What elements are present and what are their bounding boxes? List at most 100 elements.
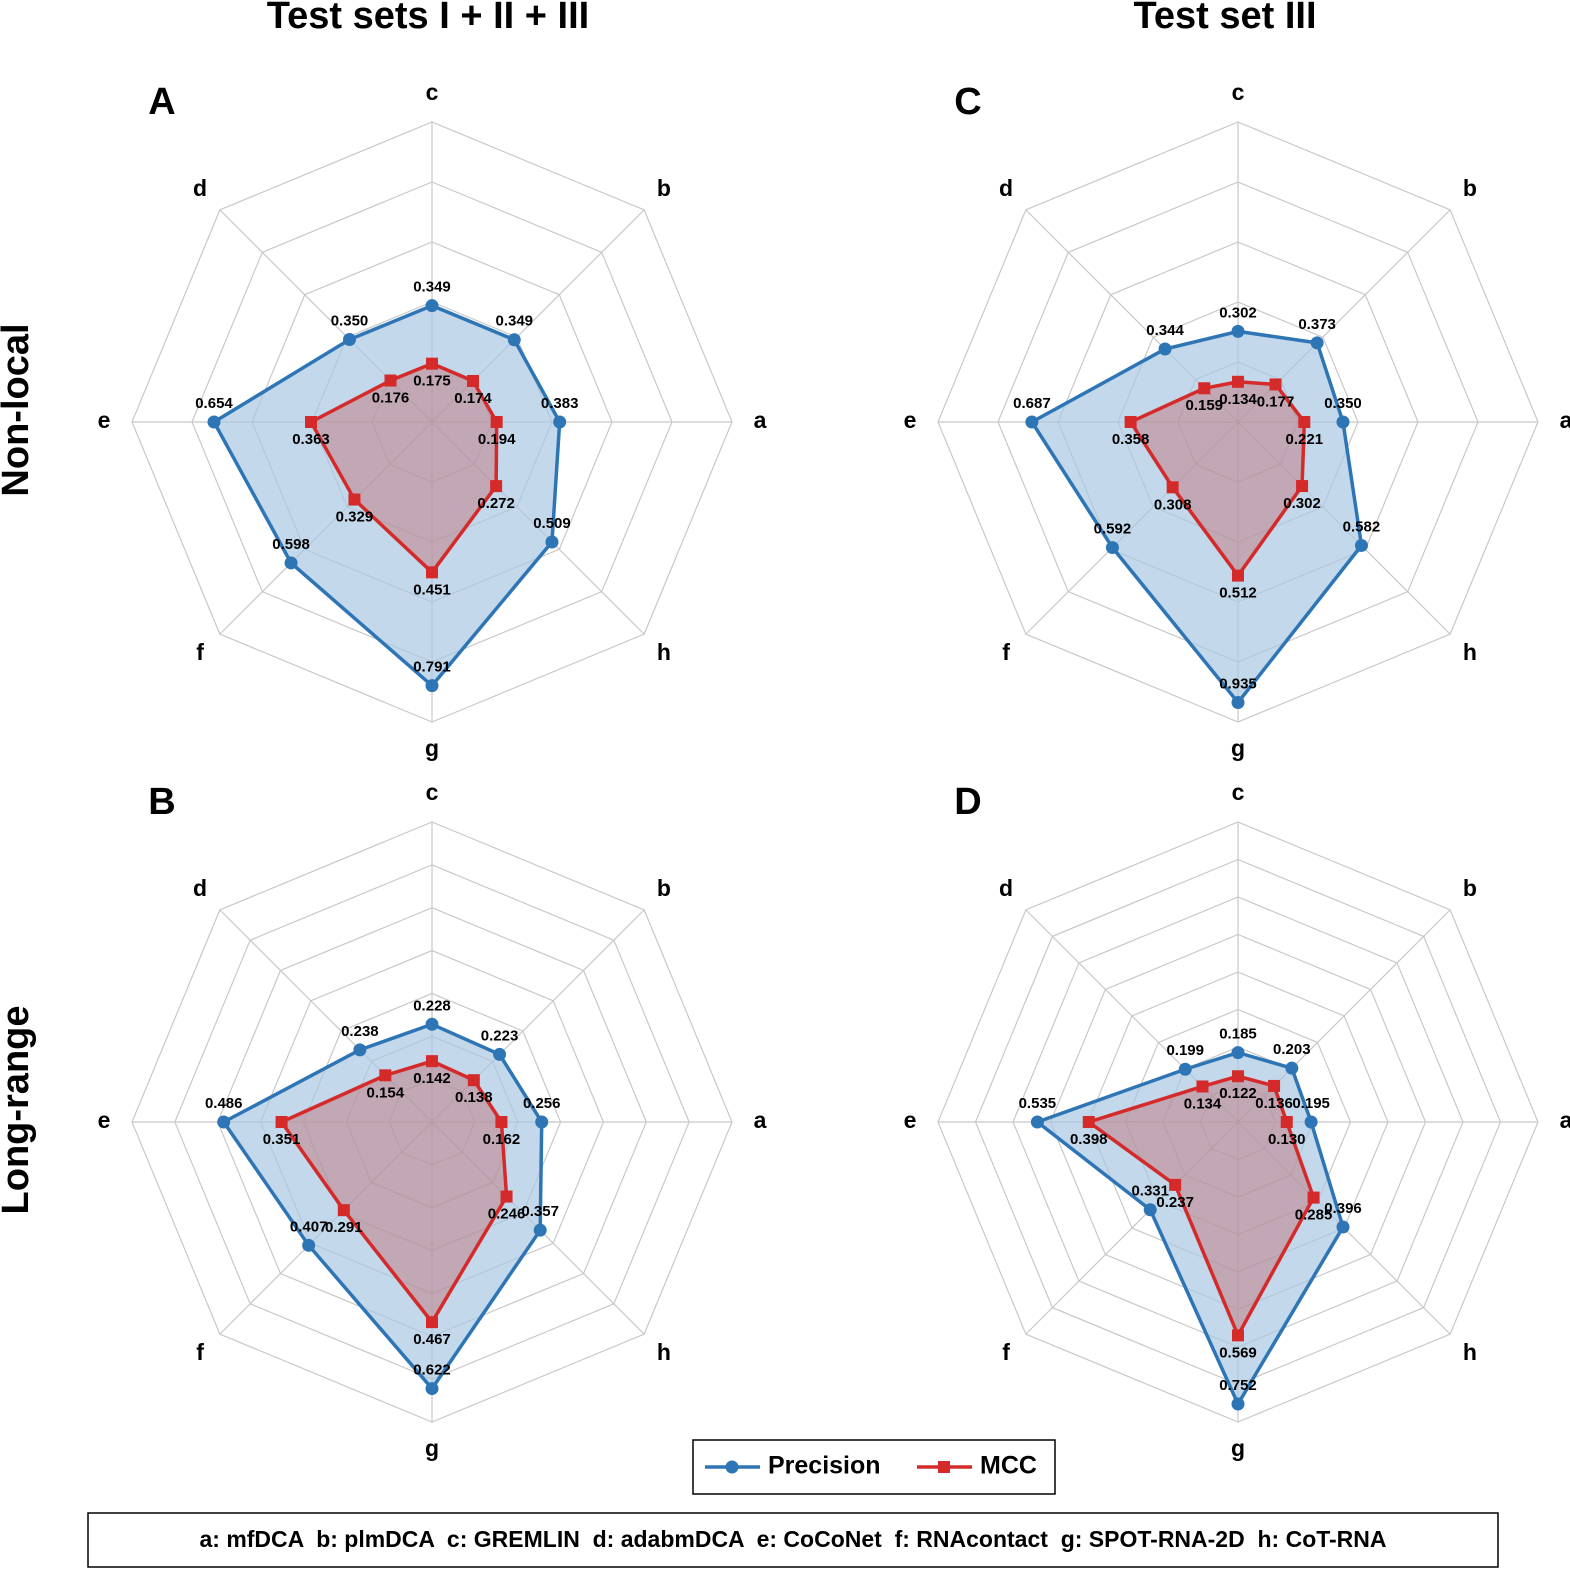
precision-marker xyxy=(1030,1115,1044,1129)
precision-marker xyxy=(425,1017,439,1031)
category-label: h xyxy=(657,639,671,665)
mcc-marker xyxy=(1269,378,1282,391)
precision-marker xyxy=(1158,342,1172,356)
column-title: Test sets I + II + III xyxy=(267,0,589,37)
value-label: 0.194 xyxy=(478,431,516,448)
mcc-marker xyxy=(275,1116,288,1128)
value-label: 0.791 xyxy=(413,659,451,676)
mcc-marker xyxy=(1166,481,1179,494)
mcc-marker xyxy=(426,1055,438,1068)
value-label: 0.451 xyxy=(413,581,451,598)
precision-marker xyxy=(217,1115,231,1129)
mcc-marker xyxy=(1296,480,1309,493)
row-label: Non-local xyxy=(0,323,37,496)
value-label: 0.569 xyxy=(1219,1344,1257,1361)
value-label: 0.329 xyxy=(336,509,374,526)
mcc-marker xyxy=(426,1316,438,1329)
category-label: b xyxy=(1463,875,1477,901)
value-label: 0.331 xyxy=(1131,1183,1169,1200)
legend-label: MCC xyxy=(980,1452,1037,1480)
precision-marker xyxy=(1336,415,1350,429)
category-label: f xyxy=(196,1339,204,1365)
mcc-marker xyxy=(305,416,317,428)
precision-marker xyxy=(553,415,567,429)
value-label: 0.302 xyxy=(1283,495,1321,512)
precision-marker xyxy=(1336,1220,1350,1234)
value-label: 0.350 xyxy=(331,312,369,329)
panel-label: B xyxy=(148,781,175,823)
precision-marker xyxy=(343,333,357,347)
row-label: Long-range xyxy=(0,1006,37,1215)
precision-marker xyxy=(1231,1397,1245,1411)
precision-marker xyxy=(207,415,221,429)
category-label: d xyxy=(193,175,207,201)
precision-marker xyxy=(425,679,439,693)
category-label: c xyxy=(1232,779,1245,805)
mcc-marker xyxy=(1082,1116,1095,1128)
mcc-marker xyxy=(1232,569,1244,582)
value-label: 0.203 xyxy=(1273,1041,1311,1058)
category-label: f xyxy=(196,639,204,665)
mcc-marker xyxy=(1196,1080,1209,1093)
panel-label: D xyxy=(954,781,981,823)
value-label: 0.512 xyxy=(1219,585,1257,602)
value-label: 0.134 xyxy=(1219,391,1257,408)
category-label: a xyxy=(1560,1107,1570,1133)
value-label: 0.598 xyxy=(272,536,310,553)
value-label: 0.344 xyxy=(1146,322,1184,339)
value-label: 0.122 xyxy=(1219,1085,1257,1102)
value-label: 0.237 xyxy=(1156,1194,1194,1211)
category-label: c xyxy=(1232,79,1245,105)
value-label: 0.396 xyxy=(1324,1200,1362,1217)
value-label: 0.134 xyxy=(1184,1095,1222,1112)
value-label: 0.349 xyxy=(413,279,451,296)
category-label: f xyxy=(1002,639,1010,665)
mcc-marker xyxy=(426,357,438,370)
panel-label: A xyxy=(148,81,175,123)
value-label: 0.130 xyxy=(1268,1131,1306,1148)
category-label: e xyxy=(904,407,917,433)
value-label: 0.176 xyxy=(372,389,410,406)
mcc-marker xyxy=(1268,1079,1281,1092)
category-label: d xyxy=(999,875,1013,901)
value-label: 0.285 xyxy=(1295,1207,1333,1224)
value-label: 0.363 xyxy=(292,431,330,448)
value-label: 0.467 xyxy=(413,1331,451,1348)
mcc-marker xyxy=(490,416,503,428)
category-label: d xyxy=(193,875,207,901)
precision-marker xyxy=(1025,415,1039,429)
value-label: 0.358 xyxy=(1112,431,1150,448)
value-label: 0.350 xyxy=(1324,395,1362,412)
precision-marker xyxy=(1310,336,1324,350)
mcc-marker xyxy=(490,480,503,493)
value-label: 0.159 xyxy=(1185,397,1223,414)
value-label: 0.154 xyxy=(367,1084,405,1101)
value-label: 0.407 xyxy=(290,1218,328,1235)
precision-marker xyxy=(284,556,298,570)
value-label: 0.199 xyxy=(1166,1042,1204,1059)
category-label: f xyxy=(1002,1339,1010,1365)
mcc-marker xyxy=(379,1069,392,1082)
value-label: 0.398 xyxy=(1070,1131,1108,1148)
mcc-marker xyxy=(467,374,480,387)
category-label: e xyxy=(98,1107,111,1133)
precision-marker xyxy=(1105,541,1119,555)
category-label: c xyxy=(426,79,439,105)
category-label: g xyxy=(425,735,439,761)
value-label: 0.195 xyxy=(1292,1095,1330,1112)
value-label: 0.582 xyxy=(1343,518,1381,535)
category-label: a xyxy=(1560,407,1570,433)
mcc-marker xyxy=(1124,416,1137,428)
value-label: 0.687 xyxy=(1013,395,1051,412)
value-label: 0.752 xyxy=(1219,1377,1257,1394)
mcc-marker xyxy=(1232,1070,1244,1083)
legend-marker xyxy=(725,1460,739,1474)
value-label: 0.238 xyxy=(341,1023,379,1040)
precision-marker xyxy=(302,1238,316,1252)
value-label: 0.256 xyxy=(523,1095,561,1112)
panel-label: C xyxy=(954,81,981,123)
value-label: 0.509 xyxy=(533,515,571,532)
precision-marker xyxy=(1143,1203,1157,1217)
value-label: 0.291 xyxy=(325,1219,363,1236)
